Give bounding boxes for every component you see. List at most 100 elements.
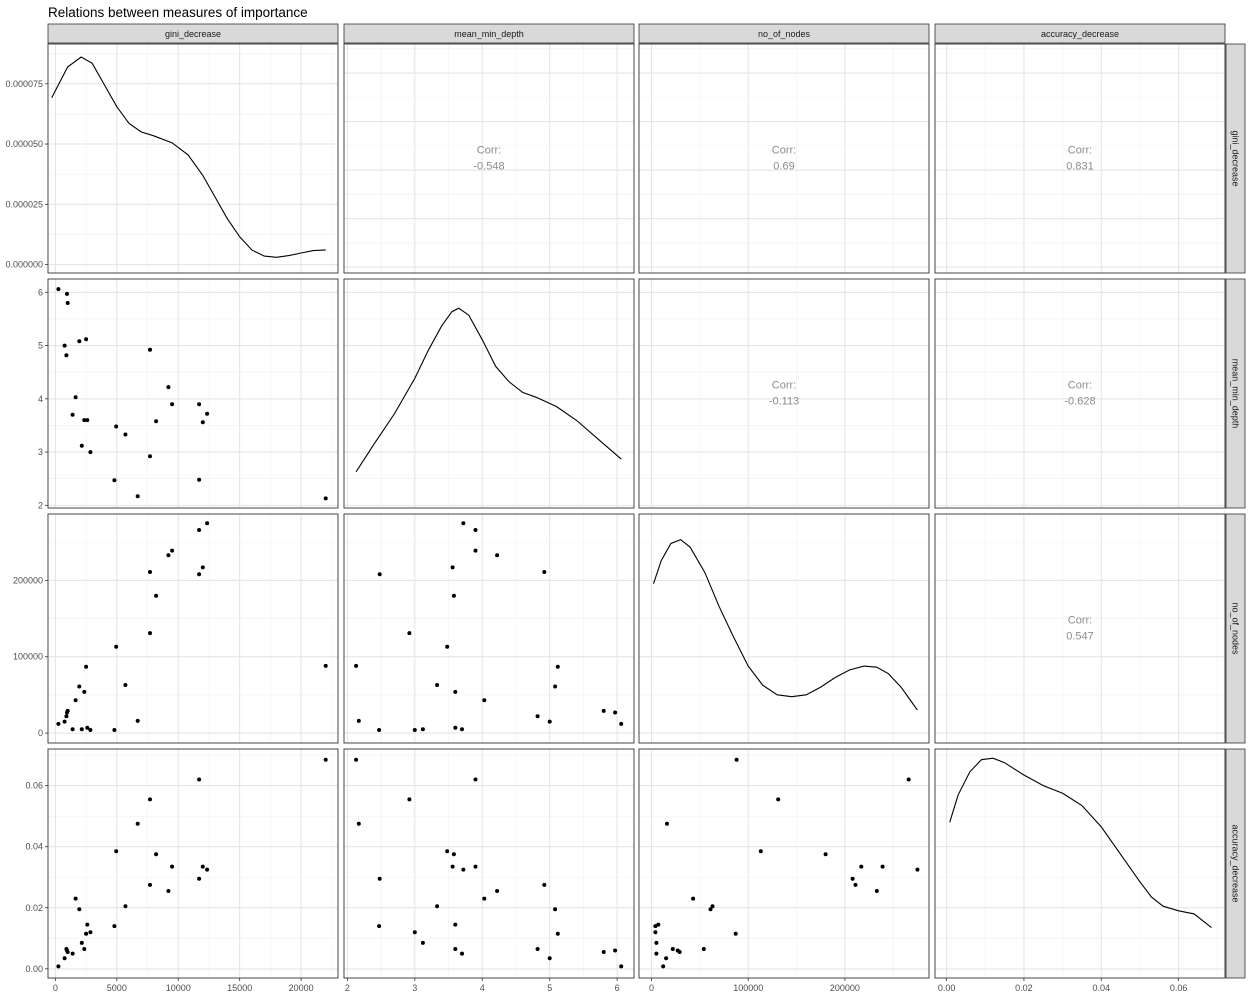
data-point (112, 924, 117, 929)
data-point (553, 907, 558, 912)
data-point (450, 864, 455, 869)
data-point (823, 852, 828, 857)
data-point (461, 867, 466, 872)
x-tick-label: 5 (547, 983, 552, 993)
corr-value: 0.831 (1066, 161, 1094, 173)
panel-gini_decrease-vs-mean_min_depth: Corr: -0.548 (343, 43, 635, 274)
data-point (542, 570, 547, 574)
data-point (154, 852, 159, 857)
x-tick-label: 0 (53, 983, 58, 993)
data-point (84, 664, 89, 669)
data-point (495, 553, 500, 558)
data-point (874, 889, 879, 893)
data-point (377, 728, 382, 732)
y-tick-label: 0.06 (25, 781, 43, 791)
density-curve-mean_min_depth (355, 307, 622, 473)
data-point (84, 931, 89, 936)
x-tick-label: 15000 (227, 983, 252, 993)
y-tick-label: 0.000000 (5, 260, 43, 270)
data-point (170, 864, 175, 869)
data-point (200, 420, 205, 425)
data-point (56, 287, 61, 292)
data-point (73, 395, 78, 400)
data-point (354, 663, 359, 668)
x-tick-label: 10000 (166, 983, 191, 993)
data-point (445, 644, 450, 649)
data-point (62, 956, 67, 961)
y-tick-label: 0.04 (25, 842, 43, 852)
data-point (197, 402, 202, 407)
data-point (123, 432, 128, 437)
data-point (555, 931, 560, 936)
column-strip-label: gini_decrease (165, 29, 221, 39)
data-point (377, 924, 382, 929)
data-point (65, 301, 70, 305)
data-point (197, 477, 202, 482)
x-tick-label: 200000 (830, 983, 860, 993)
data-point (62, 719, 67, 724)
data-point (412, 728, 417, 732)
data-point (356, 821, 361, 826)
data-point (453, 922, 458, 927)
y-tick-label: 0.00 (25, 964, 43, 974)
panel-gini_decrease-vs-gini_decrease (47, 43, 339, 274)
data-point (708, 907, 713, 912)
panel-mean_min_depth-vs-accuracy_decrease: Corr: -0.628 (934, 278, 1226, 509)
data-point (354, 757, 359, 762)
panel-accuracy_decrease-vs-no_of_nodes (638, 748, 930, 979)
data-point (451, 852, 456, 857)
panel-no_of_nodes-vs-gini_decrease (47, 513, 339, 744)
data-point (85, 725, 90, 730)
panel-accuracy_decrease-vs-gini_decrease (47, 748, 339, 979)
x-tick-label: 20000 (289, 983, 314, 993)
corr-value: -0.628 (1064, 396, 1095, 408)
data-point (135, 821, 140, 826)
data-point (553, 684, 558, 689)
data-point (412, 930, 417, 935)
data-point (114, 644, 119, 649)
data-point (200, 565, 205, 570)
data-point (435, 683, 440, 687)
data-point (135, 494, 140, 499)
data-point (88, 450, 93, 455)
x-tick-label: 2 (345, 983, 350, 993)
data-point (880, 864, 885, 869)
x-tick-label: 0 (649, 983, 654, 993)
y-tick-label: 0.000025 (5, 199, 43, 209)
column-strip-label: mean_min_depth (454, 29, 524, 39)
data-point (915, 867, 920, 872)
panel-no_of_nodes-vs-no_of_nodes (638, 513, 930, 744)
data-point (62, 343, 67, 348)
data-point (460, 951, 464, 956)
data-point (482, 698, 487, 703)
data-point (112, 728, 117, 732)
corr-value: -0.113 (769, 396, 799, 408)
column-strip-accuracy_decrease: accuracy_decrease (934, 23, 1226, 44)
data-point (64, 714, 69, 719)
y-tick-label: 100000 (13, 652, 43, 662)
data-point (677, 950, 682, 954)
data-point (77, 907, 82, 912)
data-point (850, 876, 855, 881)
data-point (84, 337, 89, 342)
data-point (601, 708, 606, 713)
data-point (670, 947, 675, 951)
x-tick-label: 100000 (733, 983, 763, 993)
data-point (435, 904, 440, 909)
data-point (859, 864, 864, 869)
corr-label: Corr: (772, 145, 796, 157)
data-point (453, 725, 458, 730)
data-point (197, 572, 202, 577)
row-strip-gini_decrease: gini_decrease (1225, 43, 1246, 274)
data-point (535, 947, 540, 951)
data-point (473, 548, 478, 553)
data-point (601, 950, 606, 954)
data-point (758, 849, 763, 854)
row-strip-accuracy_decrease: accuracy_decrease (1225, 748, 1246, 979)
data-point (65, 291, 69, 296)
data-point (555, 664, 560, 669)
data-point (148, 570, 152, 574)
data-point (205, 867, 210, 872)
column-strip-label: no_of_nodes (758, 29, 811, 39)
data-point (906, 777, 911, 782)
